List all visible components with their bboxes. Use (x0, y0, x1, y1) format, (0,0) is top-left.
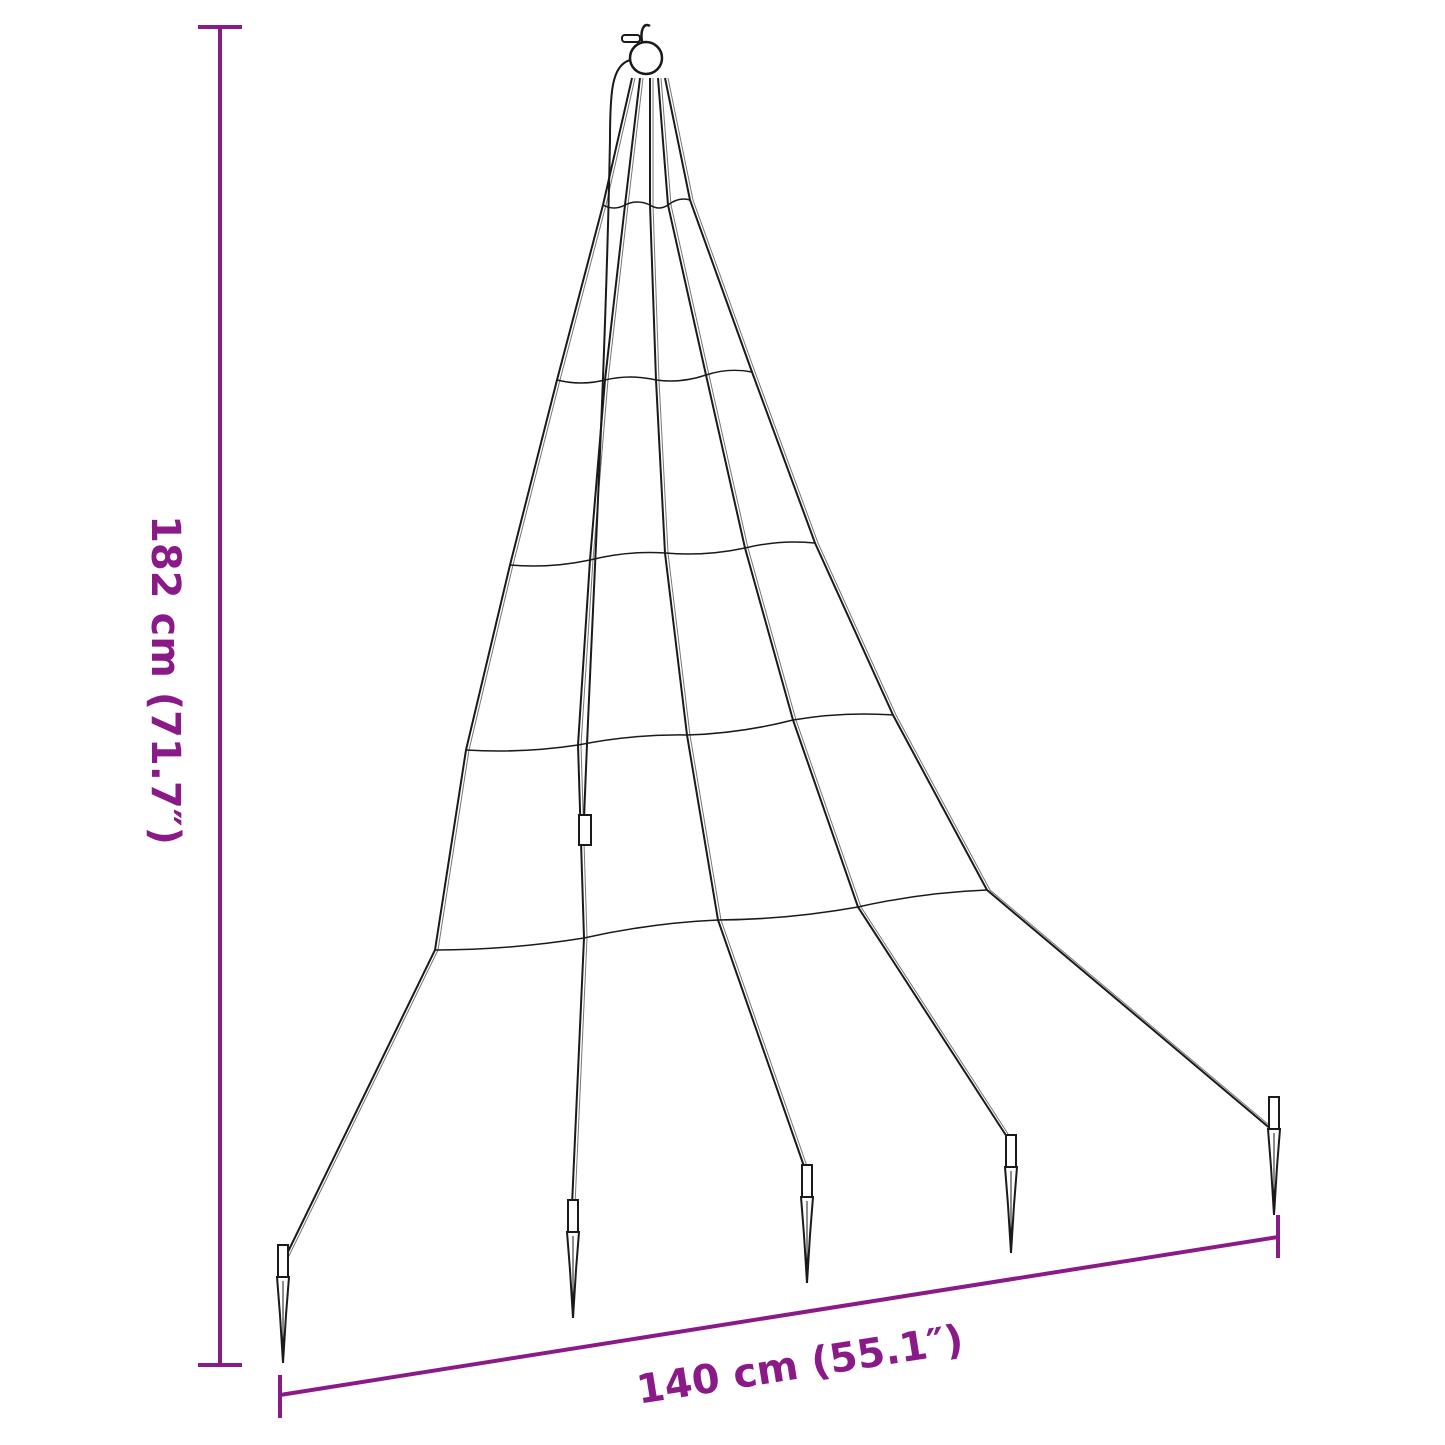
ring-wire (509, 541, 816, 567)
light-strand-wire (667, 77, 1276, 1131)
ring-wire (556, 369, 753, 384)
ring-wire (602, 198, 691, 209)
controller-box (578, 814, 592, 846)
hook (640, 23, 651, 43)
power-cord (583, 59, 631, 821)
connector-plug (621, 34, 641, 43)
light-strand (657, 77, 1010, 1141)
hanging-ring (628, 40, 664, 76)
ring-wire (465, 713, 894, 752)
stake-light (1005, 1134, 1017, 1168)
height-label: 182 cm (71.7″) (142, 515, 188, 845)
stake-light (801, 1164, 813, 1198)
ring-wire (434, 889, 988, 951)
width-dimension-line (278, 1215, 1280, 1418)
height-dimension-line (198, 25, 242, 1367)
light-tree-drawing (275, 23, 1282, 1364)
light-strand (282, 77, 633, 1263)
light-strand (664, 77, 1273, 1131)
stake-light (567, 1199, 579, 1233)
stake-light (277, 1244, 289, 1278)
light-strand (649, 78, 807, 1173)
light-strand-wire (660, 77, 1013, 1141)
stake-light (1268, 1096, 1280, 1130)
